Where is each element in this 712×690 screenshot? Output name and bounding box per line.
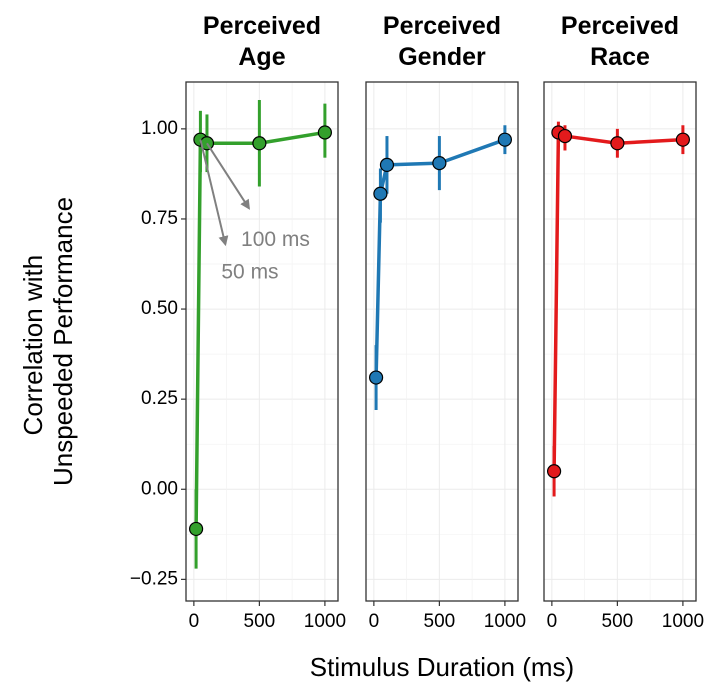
data-point — [317, 125, 332, 140]
y-axis-label-line-1: Correlation with — [18, 255, 48, 436]
data-point — [546, 464, 562, 479]
x-tick-label: 0 — [189, 611, 200, 632]
panel-2: Perceived Gender 0 500 1000 — [365, 12, 526, 632]
annotation-label: 100 ms — [241, 228, 310, 251]
y-tick-label: 0.50 — [141, 298, 178, 319]
y-tick-label: 0.00 — [141, 478, 178, 499]
panel-title-line: Gender — [398, 43, 486, 71]
panel-title-line: Age — [238, 43, 285, 71]
data-point — [188, 521, 204, 537]
y-tick-label: 1.00 — [141, 118, 178, 139]
x-tick-label: 500 — [602, 611, 634, 632]
panel-background — [186, 82, 338, 601]
data-point — [379, 157, 395, 172]
panel-title-line: Perceived — [561, 12, 679, 40]
data-point — [557, 128, 573, 144]
panel-title-line: Perceived — [383, 12, 501, 40]
annotation-arrow — [199, 139, 229, 247]
panel-background — [544, 82, 696, 601]
x-axis-label: Stimulus Duration (ms) — [310, 652, 574, 682]
x-tick-label: 0 — [547, 611, 558, 632]
y-tick-label: 0.75 — [141, 208, 178, 229]
data-point — [497, 132, 512, 147]
x-tick-label: 1000 — [662, 611, 704, 632]
x-tick-label: 0 — [369, 611, 380, 632]
panel-title-line: Perceived — [203, 12, 321, 40]
panel-title-line: Race — [590, 43, 650, 71]
x-tick-label: 500 — [424, 611, 456, 632]
panel-3: Perceived Race 0 500 1000 — [543, 12, 704, 632]
y-tick-label: −0.25 — [130, 568, 178, 589]
y-axis-label-line-2: Unspeeded Performance — [48, 197, 78, 486]
panel-border — [365, 81, 519, 602]
x-tick-label: 1000 — [304, 611, 346, 632]
y-axis-label: Correlation with Unspeeded Performance — [18, 197, 78, 486]
data-point — [432, 155, 447, 171]
panel-1: 100 ms 50 ms Perceived Age 0 500 1000 — [185, 12, 346, 632]
panel-border — [543, 81, 697, 602]
data-point — [373, 186, 388, 201]
data-point — [368, 370, 384, 385]
panel-border — [185, 81, 339, 602]
x-tick-label: 500 — [244, 611, 276, 632]
annotation-label: 50 ms — [221, 261, 278, 284]
y-axis: −0.25 0.00 0.25 0.50 0.75 1.00 — [130, 118, 186, 589]
data-point — [675, 132, 690, 147]
data-point — [610, 136, 625, 151]
annotation-arrow — [206, 142, 250, 210]
data-point — [252, 136, 267, 151]
x-tick-label: 1000 — [484, 611, 526, 632]
y-tick-label: 0.25 — [141, 388, 178, 409]
